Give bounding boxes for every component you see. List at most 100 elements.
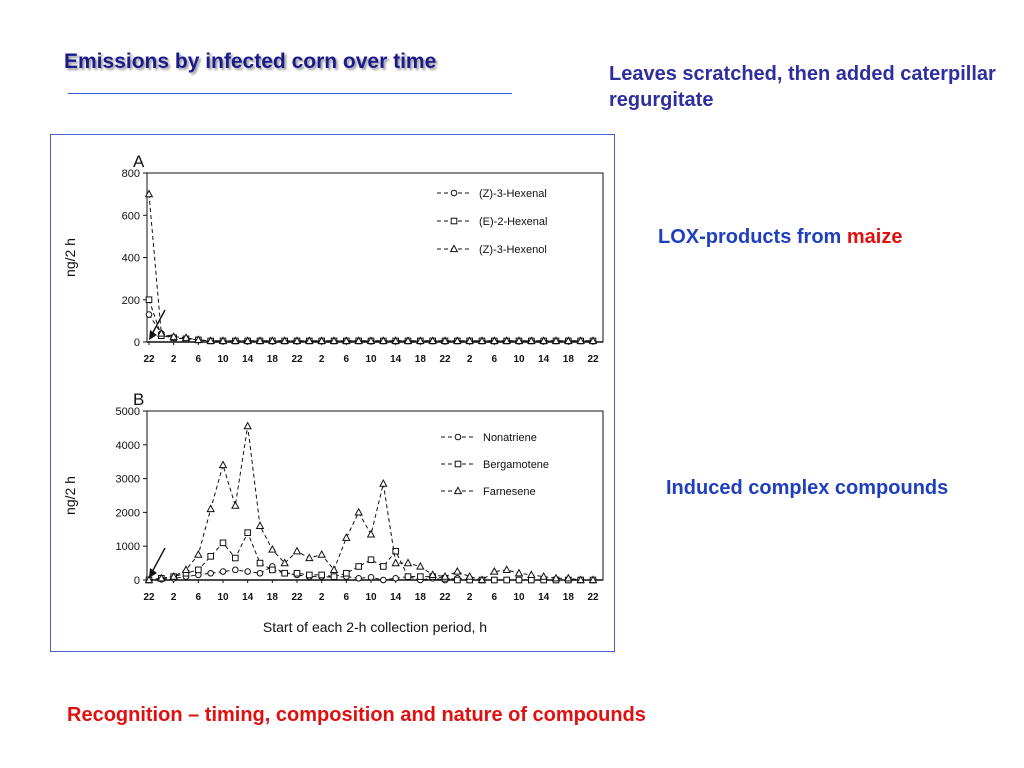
panel-a-series-triangle-point [317, 336, 326, 345]
panel-b-series-triangle-point [428, 570, 437, 579]
panel-b-x-tick-label: 10 [513, 592, 525, 603]
panel-b-series-triangle-point [255, 521, 265, 530]
panel-b-series-square-point [219, 539, 227, 547]
panel-b-series-square-point [207, 553, 214, 560]
panel-b-x-tick-label: 10 [365, 592, 377, 603]
panel-b-series-square-point [343, 569, 350, 577]
panel-a-x-tick-label: 10 [217, 354, 229, 365]
panel-b-x-tick-label: 10 [217, 592, 229, 603]
panel-a-series-triangle-point [391, 336, 400, 345]
panel-b-series-square-point [355, 563, 362, 570]
panel-b-series-square-line [148, 531, 593, 581]
panel-a-x-tick-label: 18 [415, 354, 427, 365]
panel-a-series-triangle-point [465, 336, 474, 345]
panel-b-series-circle-point [380, 576, 387, 584]
panel-a-x-tick-label: 14 [242, 354, 254, 365]
panel-a-x-tick-label: 10 [365, 354, 377, 365]
note-induced-compounds: Induced complex compounds [666, 477, 949, 499]
panel-b-series-triangle-point [379, 479, 388, 487]
panel-a-series-triangle-point [231, 336, 240, 345]
panel-a-series-triangle-point [564, 336, 573, 345]
panel-b-series-triangle-point [280, 558, 289, 567]
panel-b-x-tick-label: 6 [492, 592, 498, 603]
panel-b-series-triangle-point [366, 529, 376, 538]
panel-b-series-triangle-point [502, 565, 511, 573]
panel-b-x-tick-label: 2 [319, 592, 325, 603]
panel-b-series-square-point [392, 547, 399, 555]
panel-b-y-tick-label: 0 [134, 575, 140, 587]
panel-a-x-tick-label: 6 [344, 354, 350, 365]
panel-b-series-square-point [195, 566, 202, 574]
panel-b-y-tick-label: 1000 [116, 541, 140, 553]
panel-a-series-triangle-point [169, 332, 178, 340]
note-lox-prefix: LOX-products from [658, 226, 847, 248]
panel-b-x-tick-label: 22 [587, 592, 599, 603]
panel-b-x-tick-label: 6 [196, 592, 202, 603]
panel-a-y-tick-label: 200 [122, 295, 140, 307]
panel-a-series-triangle-point [194, 335, 203, 343]
panel-b-series-triangle-point [218, 460, 228, 469]
panel-b-series-triangle-point [551, 573, 561, 582]
note-leaves-scratched: Leaves scratched, then added caterpillar… [609, 63, 996, 111]
panel-b-start-arrow [150, 547, 166, 575]
panel-a-series-triangle-point [514, 336, 524, 345]
panel-b-series-triangle-point [440, 571, 450, 580]
panel-b-series-triangle-point [243, 421, 252, 430]
panel-a-x-tick-label: 18 [563, 354, 575, 365]
panel-b-series-triangle-point [588, 575, 598, 584]
panel-b-series-square-point [454, 576, 461, 584]
panel-a-x-tick-label: 14 [538, 354, 550, 365]
panel-a-legend-marker-square [450, 217, 458, 225]
panel-b-series-triangle-point [403, 558, 413, 567]
panel-b-x-tick-label: 2 [171, 592, 177, 603]
panel-a-series-triangle-point [354, 336, 363, 345]
panel-b-series-square-point [281, 569, 288, 577]
panel-b-series-square-point [269, 566, 276, 574]
panel-b-y-tick-label: 4000 [116, 440, 140, 452]
panel-b-series-triangle-points [144, 421, 598, 584]
panel-a-x-tick-label: 10 [513, 354, 525, 365]
panel-b-series-circle-point [232, 566, 239, 574]
panel-a-x-tick-label: 2 [467, 354, 473, 365]
panel-a-series-triangle-point [280, 336, 289, 345]
panel-b-series-square-point [417, 573, 424, 580]
panel-b-series-triangle-point [453, 566, 462, 575]
panel-b-series-triangle-point [292, 546, 302, 555]
panel-b-series-triangle-point [305, 553, 314, 562]
panel-b-legend-label: Farnesene [483, 486, 536, 498]
panel-b-x-tick-label: 18 [415, 592, 427, 603]
panel-a-series-triangle-point [551, 336, 561, 345]
panel-a-legend-label: (Z)-3-Hexenal [479, 188, 547, 200]
panel-a-legend-marker-triangle [449, 244, 459, 253]
panel-b-series-square-point [244, 529, 251, 536]
panel-b-series-triangle-point [354, 507, 363, 516]
panel-b-series-circle-point [392, 575, 399, 582]
panel-a-x-tick-label: 6 [196, 354, 202, 365]
panel-a-y-tick-label: 0 [134, 337, 140, 349]
panel-a-x-tick-label: 6 [492, 354, 498, 365]
panel-a-series-triangle-point [428, 336, 437, 345]
panel-a-series-triangle-point [329, 336, 339, 345]
panel-b-series-square-point [330, 573, 338, 580]
panel-b-series-triangle-point [157, 573, 166, 582]
panel-a-y-tick-label: 600 [122, 210, 140, 222]
panel-b-y-tick-label: 3000 [116, 474, 140, 486]
panel-b-legend-marker-triangle [453, 486, 463, 495]
panel-a-series-triangle-point [527, 336, 536, 345]
panel-b-series-triangle-point [514, 568, 524, 577]
panel-b-series-square-point [256, 559, 264, 567]
panel-a-series-triangle-point [366, 336, 376, 345]
panel-b-series-square-point [318, 571, 325, 579]
panel-a-x-tick-label: 22 [439, 354, 451, 365]
panel-a-x-tick-label: 22 [587, 354, 599, 365]
panel-b-series-triangle-point [576, 575, 585, 584]
panel-b-series-square-point [367, 556, 375, 564]
panel-b-series-circle-point [256, 569, 264, 577]
panel-a-series-triangle-point [379, 336, 388, 345]
panel-a-series-triangle-point [440, 336, 450, 345]
footer-recognition: Recognition – timing, composition and na… [67, 704, 646, 726]
panel-b-y-tick-label: 2000 [116, 507, 140, 519]
panel-b-series-triangle-point [329, 565, 339, 573]
panel-a-x-tick-label: 22 [143, 354, 155, 365]
panel-b-series-triangle-point [539, 571, 548, 580]
